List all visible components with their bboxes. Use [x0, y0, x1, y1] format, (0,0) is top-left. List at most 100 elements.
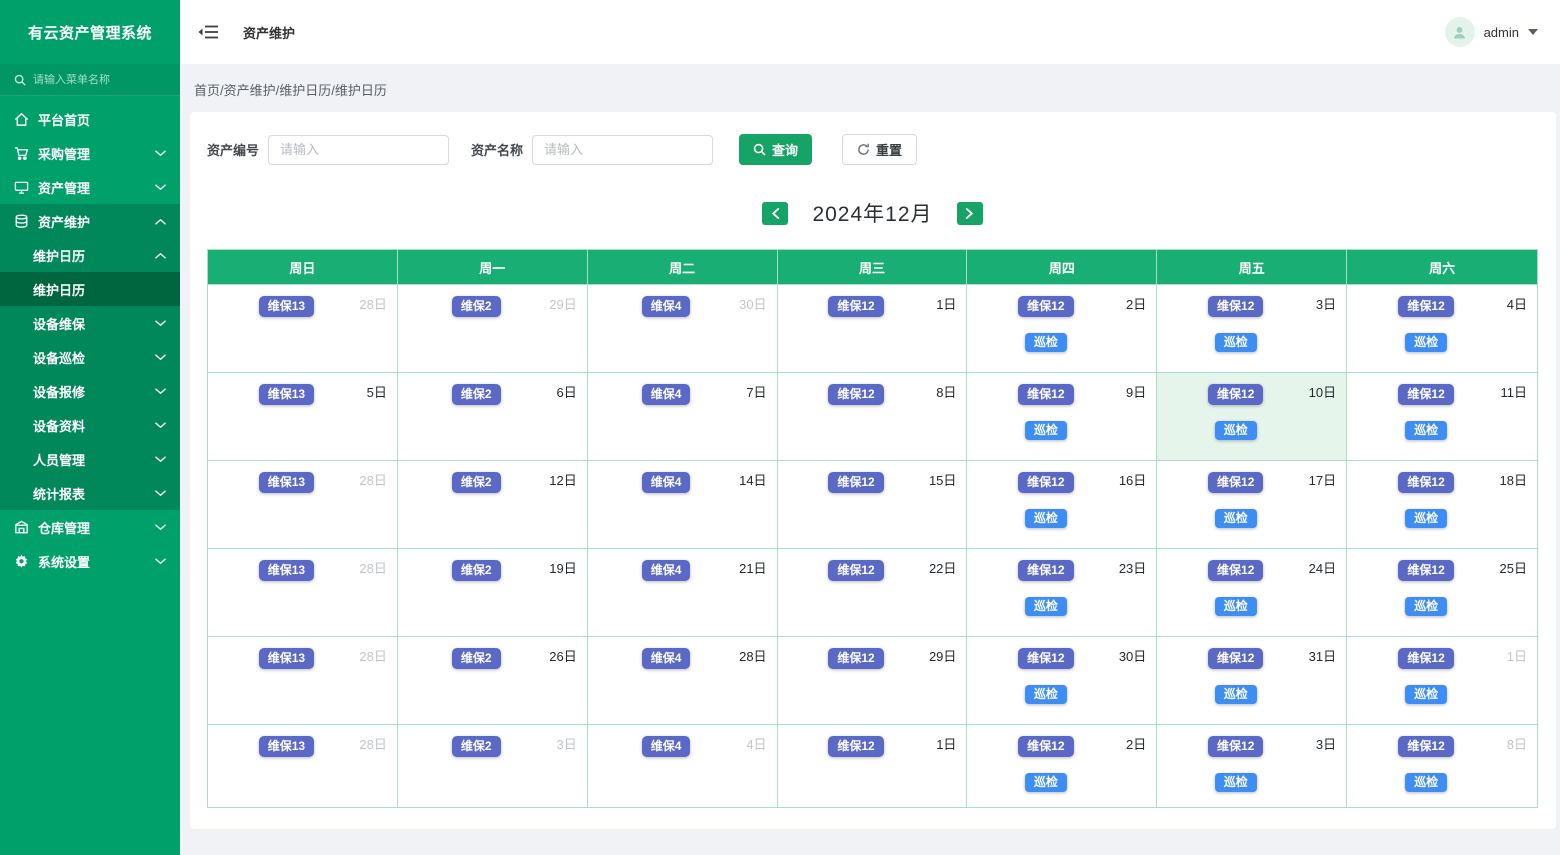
calendar-cell[interactable]: 维保12 1日: [777, 284, 968, 372]
calendar-cell[interactable]: 维保12 巡检 23日: [967, 548, 1158, 636]
inspection-badge[interactable]: 巡检: [1405, 509, 1448, 528]
maintenance-badge[interactable]: 维保12: [1018, 472, 1074, 493]
calendar-cell[interactable]: 维保13 28日: [208, 724, 398, 807]
prev-month-button[interactable]: [762, 201, 789, 225]
sidebar-item-asset-maintenance[interactable]: 资产维护: [0, 204, 180, 238]
inspection-badge[interactable]: 巡检: [1405, 421, 1448, 440]
inspection-badge[interactable]: 巡检: [1024, 333, 1067, 352]
calendar-cell[interactable]: 维保2 26日: [397, 636, 588, 724]
maintenance-badge[interactable]: 维保4: [641, 736, 691, 757]
inspection-badge[interactable]: 巡检: [1214, 685, 1257, 704]
inspection-badge[interactable]: 巡检: [1214, 333, 1257, 352]
maintenance-badge[interactable]: 维保2: [451, 472, 501, 493]
inspection-badge[interactable]: 巡检: [1214, 421, 1257, 440]
calendar-cell[interactable]: 维保2 12日: [397, 460, 588, 548]
maintenance-badge[interactable]: 维保13: [258, 648, 315, 669]
calendar-cell[interactable]: 维保2 6日: [397, 372, 588, 460]
sidebar-item-system-settings[interactable]: 系统设置: [0, 544, 180, 578]
calendar-cell[interactable]: 维保12 巡检 1日: [1347, 636, 1537, 724]
calendar-cell[interactable]: 维保4 7日: [587, 372, 778, 460]
inspection-badge[interactable]: 巡检: [1024, 685, 1067, 704]
calendar-cell[interactable]: 维保12 巡检 2日: [967, 284, 1158, 372]
inspection-badge[interactable]: 巡检: [1214, 597, 1257, 616]
maintenance-badge[interactable]: 维保12: [1398, 472, 1454, 493]
maintenance-badge[interactable]: 维保12: [1208, 296, 1264, 317]
sidebar-item-device-repair[interactable]: 设备报修: [0, 374, 180, 408]
calendar-cell[interactable]: 维保13 28日: [208, 548, 398, 636]
maintenance-badge[interactable]: 维保2: [451, 560, 501, 581]
reset-button[interactable]: 重置: [842, 134, 918, 165]
inspection-badge[interactable]: 巡检: [1024, 597, 1067, 616]
inspection-badge[interactable]: 巡检: [1405, 685, 1448, 704]
calendar-cell[interactable]: 维保2 3日: [397, 724, 588, 807]
calendar-cell[interactable]: 维保2 19日: [397, 548, 588, 636]
maintenance-badge[interactable]: 维保12: [828, 560, 884, 581]
sidebar-item-device-inspection[interactable]: 设备巡检: [0, 340, 180, 374]
maintenance-badge[interactable]: 维保12: [1018, 384, 1074, 405]
maintenance-badge[interactable]: 维保12: [1018, 648, 1074, 669]
maintenance-badge[interactable]: 维保12: [1398, 384, 1454, 405]
sidebar-item-platform-home[interactable]: 平台首页: [0, 102, 180, 136]
maintenance-badge[interactable]: 维保12: [1398, 648, 1454, 669]
calendar-cell[interactable]: 维保12 巡检 24日: [1157, 548, 1348, 636]
calendar-cell[interactable]: 维保12 22日: [777, 548, 968, 636]
inspection-badge[interactable]: 巡检: [1405, 333, 1448, 352]
calendar-cell[interactable]: 维保12 29日: [777, 636, 968, 724]
maintenance-badge[interactable]: 维保4: [641, 560, 691, 581]
maintenance-badge[interactable]: 维保2: [451, 736, 501, 757]
calendar-cell[interactable]: 维保12 巡检 16日: [967, 460, 1158, 548]
asset-code-input[interactable]: [268, 134, 450, 165]
calendar-cell[interactable]: 维保12 巡检 4日: [1347, 284, 1537, 372]
maintenance-badge[interactable]: 维保12: [1208, 736, 1264, 757]
inspection-badge[interactable]: 巡检: [1214, 509, 1257, 528]
sidebar-item-statistics-report[interactable]: 统计报表: [0, 476, 180, 510]
calendar-cell[interactable]: 维保12 8日: [777, 372, 968, 460]
sidebar-item-personnel-management[interactable]: 人员管理: [0, 442, 180, 476]
maintenance-badge[interactable]: 维保12: [828, 736, 884, 757]
maintenance-badge[interactable]: 维保12: [1018, 296, 1074, 317]
calendar-cell[interactable]: 维保4 4日: [587, 724, 778, 807]
maintenance-badge[interactable]: 维保12: [828, 472, 884, 493]
menu-search-input[interactable]: [33, 73, 175, 86]
calendar-cell[interactable]: 维保4 14日: [587, 460, 778, 548]
maintenance-badge[interactable]: 维保12: [1398, 296, 1454, 317]
inspection-badge[interactable]: 巡检: [1214, 773, 1257, 792]
maintenance-badge[interactable]: 维保2: [451, 296, 501, 317]
maintenance-badge[interactable]: 维保4: [641, 648, 691, 669]
calendar-cell[interactable]: 维保12 巡检 11日: [1347, 372, 1537, 460]
maintenance-badge[interactable]: 维保4: [641, 472, 691, 493]
inspection-badge[interactable]: 巡检: [1024, 509, 1067, 528]
inspection-badge[interactable]: 巡检: [1024, 773, 1067, 792]
calendar-cell[interactable]: 维保12 巡检 9日: [967, 372, 1158, 460]
sidebar-item-maintenance-calendar-group[interactable]: 维护日历: [0, 238, 180, 272]
inspection-badge[interactable]: 巡检: [1405, 773, 1448, 792]
sidebar-search[interactable]: [0, 64, 180, 96]
inspection-badge[interactable]: 巡检: [1405, 597, 1448, 616]
sidebar-item-device-info[interactable]: 设备资料: [0, 408, 180, 442]
calendar-cell[interactable]: 维保13 5日: [208, 372, 398, 460]
calendar-cell[interactable]: 维保13 28日: [208, 284, 398, 372]
maintenance-badge[interactable]: 维保13: [258, 296, 315, 317]
maintenance-badge[interactable]: 维保2: [451, 384, 501, 405]
collapse-sidebar-button[interactable]: [197, 23, 219, 41]
calendar-cell[interactable]: 维保4 21日: [587, 548, 778, 636]
calendar-cell[interactable]: 维保13 28日: [208, 636, 398, 724]
maintenance-badge[interactable]: 维保12: [1398, 560, 1454, 581]
maintenance-badge[interactable]: 维保12: [1208, 384, 1264, 405]
calendar-cell[interactable]: 维保2 29日: [397, 284, 588, 372]
calendar-cell[interactable]: 维保12 15日: [777, 460, 968, 548]
calendar-cell[interactable]: 维保12 巡检 30日: [967, 636, 1158, 724]
sidebar-item-warehouse-management[interactable]: 仓库管理: [0, 510, 180, 544]
maintenance-badge[interactable]: 维保13: [258, 384, 315, 405]
sidebar-item-asset-management[interactable]: 资产管理: [0, 170, 180, 204]
maintenance-badge[interactable]: 维保12: [1018, 560, 1074, 581]
maintenance-badge[interactable]: 维保12: [1208, 648, 1264, 669]
next-month-button[interactable]: [956, 201, 983, 225]
sidebar-item-device-maintenance[interactable]: 设备维保: [0, 306, 180, 340]
maintenance-badge[interactable]: 维保12: [828, 296, 884, 317]
calendar-cell[interactable]: 维保12 巡检 8日: [1347, 724, 1537, 807]
calendar-cell[interactable]: 维保12 巡检 25日: [1347, 548, 1537, 636]
asset-name-input[interactable]: [532, 134, 714, 165]
calendar-cell[interactable]: 维保12 巡检 3日: [1157, 284, 1348, 372]
user-menu[interactable]: admin: [1444, 17, 1538, 47]
